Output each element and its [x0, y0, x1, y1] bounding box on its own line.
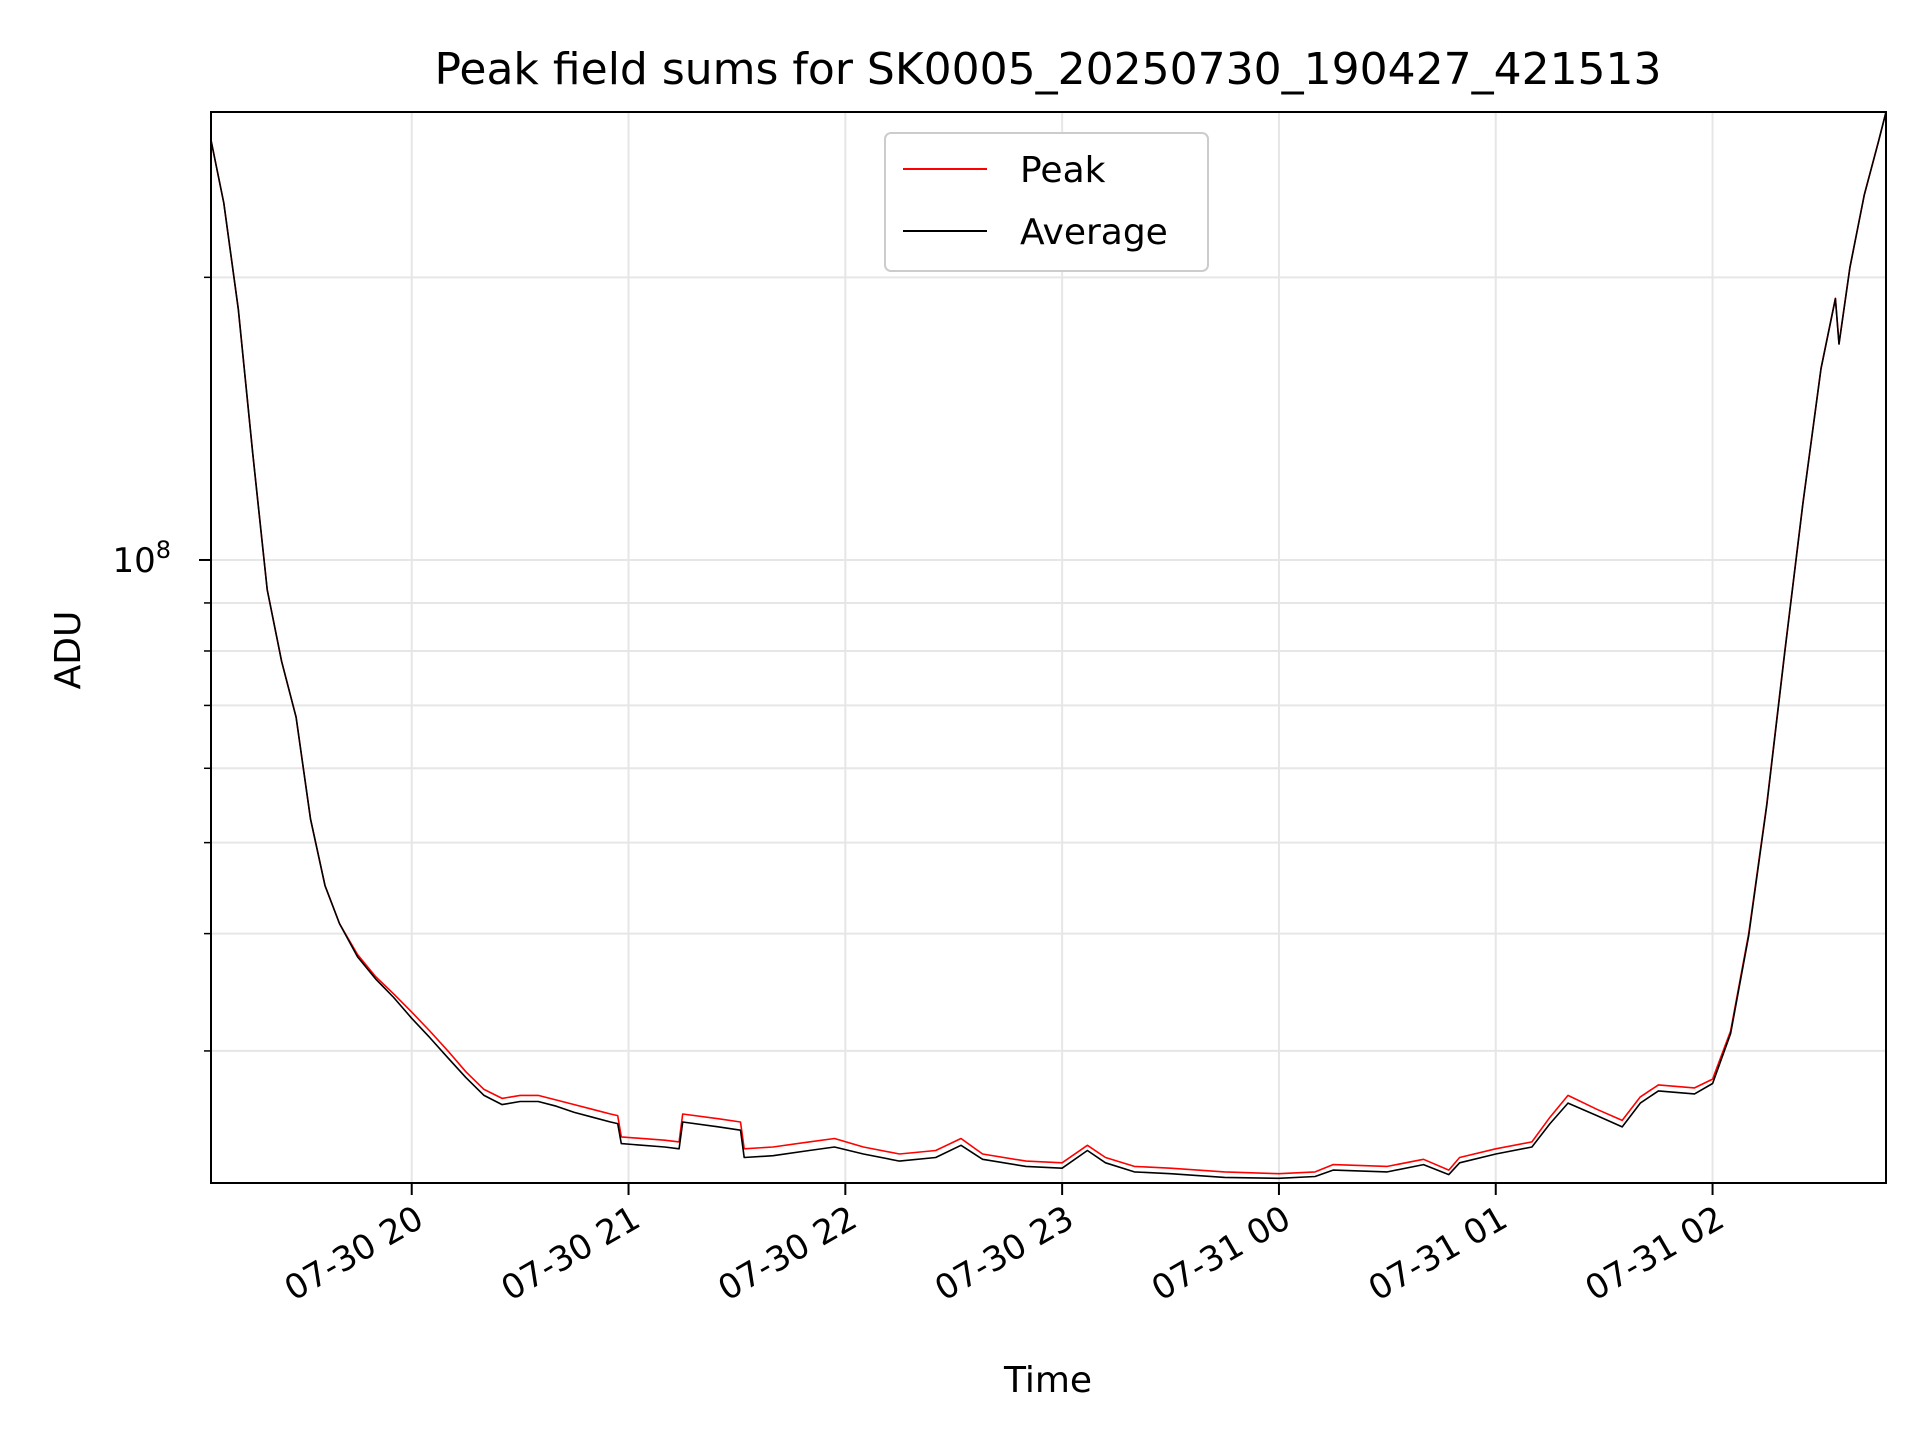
series-layer [211, 112, 1886, 1180]
y-axis-label: ADU [48, 611, 89, 690]
grid [211, 112, 1886, 1183]
legend: Peak Average [884, 132, 1209, 272]
series-line-average [211, 112, 1886, 1180]
legend-label-average: Average [1020, 212, 1168, 253]
chart-title: Peak field sums for SK0005_20250730_1904… [434, 44, 1661, 95]
legend-label-peak: Peak [1020, 150, 1106, 191]
plot-frame [210, 111, 1887, 1184]
legend-box [884, 132, 1209, 272]
x-axis-label: Time [1003, 1360, 1092, 1401]
y-tick-label: 108 [112, 536, 171, 581]
series-line-peak [211, 112, 1886, 1175]
